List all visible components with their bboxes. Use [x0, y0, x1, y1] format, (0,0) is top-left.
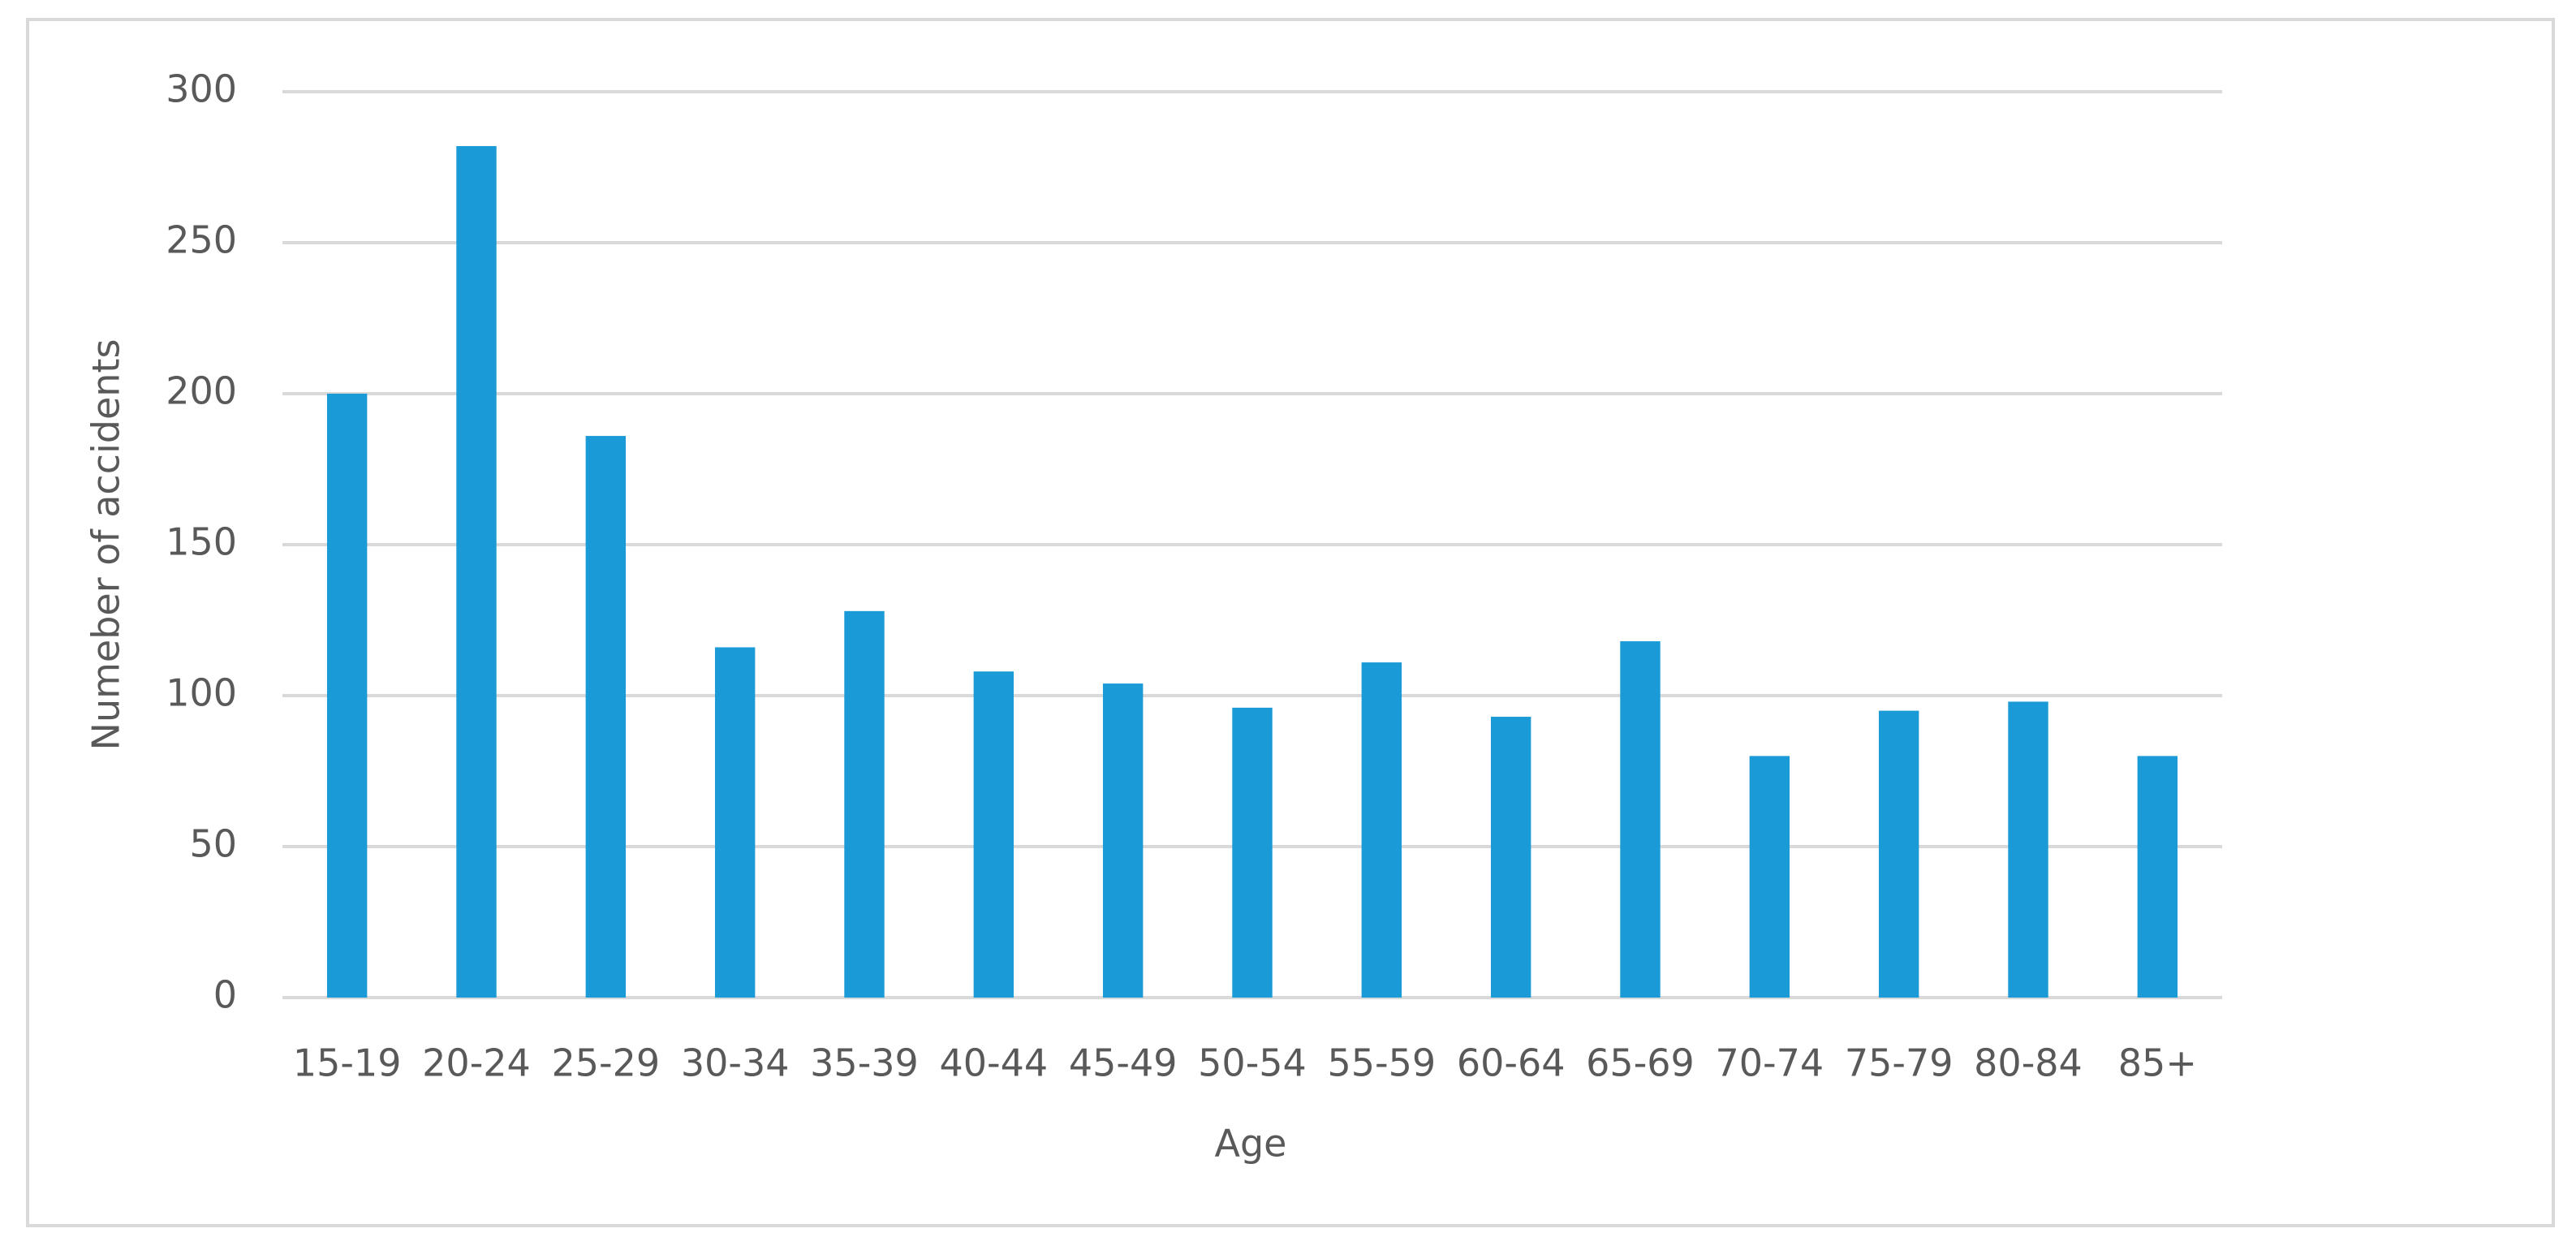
bar [1878, 710, 1919, 998]
bar [326, 394, 368, 998]
x-tick-label: 55-59 [1327, 1041, 1436, 1085]
bar [2008, 701, 2048, 998]
x-tick-label: 40-44 [939, 1041, 1048, 1085]
x-tick-label: 80-84 [1974, 1041, 2083, 1085]
x-tick-label: 25-29 [551, 1041, 660, 1085]
x-tick-label: 70-74 [1715, 1041, 1824, 1085]
bar [1102, 683, 1144, 998]
bar [1749, 756, 1790, 998]
y-tick-label: 150 [166, 520, 237, 564]
chart-border [26, 18, 2555, 1227]
bar [585, 436, 627, 998]
y-tick-label: 200 [166, 369, 237, 413]
y-tick-label: 50 [189, 822, 237, 866]
bar [456, 145, 497, 998]
bar [1361, 662, 1402, 998]
y-tick-label: 300 [166, 67, 237, 111]
x-tick-label: 50-54 [1198, 1041, 1307, 1085]
bar [1490, 717, 1531, 998]
bar [1232, 707, 1273, 998]
x-tick-label: 65-69 [1586, 1041, 1695, 1085]
bar [2137, 756, 2178, 998]
x-tick-label: 60-64 [1457, 1041, 1566, 1085]
bar [844, 610, 885, 998]
x-axis-title: Age [1215, 1122, 1287, 1166]
bar [973, 671, 1014, 998]
y-axis-title: Numeber of accidents [84, 339, 128, 751]
x-tick-label: 15-19 [293, 1041, 402, 1085]
x-tick-label: 35-39 [810, 1041, 919, 1085]
x-tick-label: 45-49 [1069, 1041, 1178, 1085]
y-tick-label: 250 [166, 218, 237, 262]
x-tick-label: 85+ [2118, 1041, 2197, 1085]
x-tick-label: 20-24 [422, 1041, 531, 1085]
bar [1620, 641, 1661, 998]
x-tick-label: 30-34 [681, 1041, 790, 1085]
bar [714, 647, 756, 998]
y-tick-label: 100 [166, 671, 237, 715]
x-tick-label: 75-79 [1845, 1041, 1954, 1085]
y-tick-label: 0 [213, 973, 237, 1017]
